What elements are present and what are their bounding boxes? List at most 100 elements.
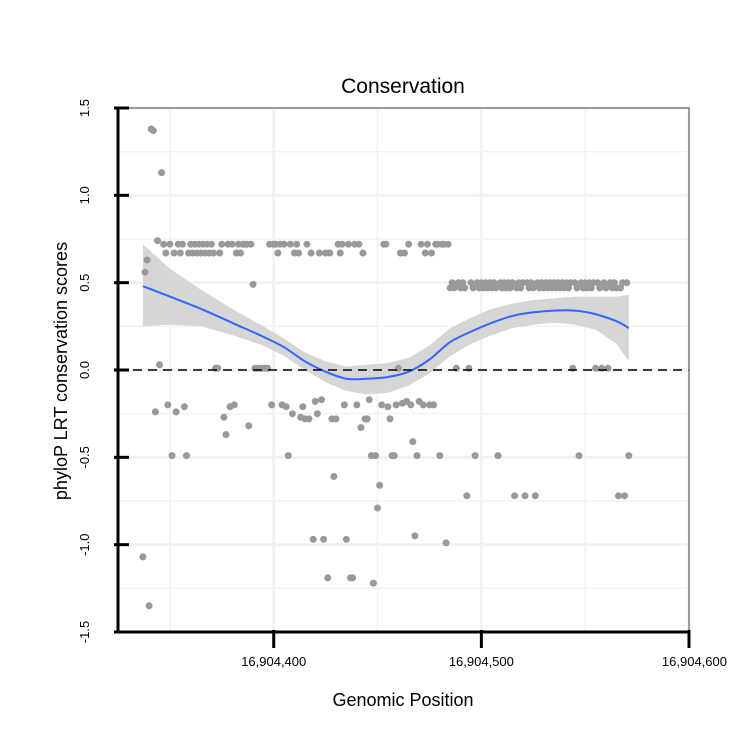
scatter-point-218 xyxy=(592,364,600,372)
scatter-point-156 xyxy=(463,492,471,500)
scatter-point-20 xyxy=(180,403,188,411)
scatter-point-117 xyxy=(382,240,390,248)
scatter-point-115 xyxy=(378,401,386,409)
scatter-point-108 xyxy=(363,415,371,423)
scatter-point-93 xyxy=(332,415,340,423)
scatter-point-40 xyxy=(222,431,230,439)
scatter-point-70 xyxy=(284,452,292,460)
scatter-point-44 xyxy=(230,401,238,409)
scatter-point-34 xyxy=(210,249,217,257)
scatter-point-75 xyxy=(295,249,303,257)
scatter-point-143 xyxy=(436,452,444,460)
y-tick-label-5: 1.0 xyxy=(77,186,92,204)
scatter-point-118 xyxy=(384,403,392,411)
scatter-point-179 xyxy=(511,492,519,500)
smooth-line-group xyxy=(142,285,630,381)
scatter-point-8 xyxy=(156,361,163,369)
scatter-point-47 xyxy=(237,249,244,257)
scatter-point-53 xyxy=(249,280,257,288)
scatter-point-128 xyxy=(405,240,413,248)
scatter-point-62 xyxy=(268,401,276,409)
scatter-point-130 xyxy=(409,438,417,446)
scatter-point-72 xyxy=(288,410,296,418)
scatter-point-139 xyxy=(428,249,435,257)
scatter-points xyxy=(139,125,633,610)
scatter-point-210 xyxy=(575,452,583,460)
x-tick-labels: 16,904,400 16,904,500 16,904,600 xyxy=(241,654,727,669)
scatter-point-184 xyxy=(521,492,529,500)
scatter-point-101 xyxy=(349,574,357,582)
scatter-point-171 xyxy=(494,452,502,460)
scatter-point-43 xyxy=(228,240,236,248)
scatter-point-140 xyxy=(430,401,438,409)
confidence-band xyxy=(142,244,629,395)
scatter-point-51 xyxy=(245,422,253,430)
scatter-point-21 xyxy=(183,452,190,460)
scatter-point-136 xyxy=(421,249,429,257)
scatter-point-79 xyxy=(303,240,311,248)
scatter-point-119 xyxy=(386,415,394,423)
scatter-point-234 xyxy=(625,452,633,460)
scatter-point-92 xyxy=(330,473,338,480)
scatter-point-18 xyxy=(176,249,184,257)
scatter-point-90 xyxy=(326,249,334,257)
y-tick-label-1: -1.0 xyxy=(77,533,92,555)
scatter-point-170 xyxy=(492,284,500,292)
scatter-point-147 xyxy=(444,240,452,248)
scatter-point-82 xyxy=(309,535,317,543)
scatter-point-132 xyxy=(413,452,421,460)
scatter-point-113 xyxy=(374,504,381,512)
scatter-point-15 xyxy=(170,249,178,257)
scatter-point-122 xyxy=(392,401,400,409)
scatter-point-86 xyxy=(318,396,325,404)
scatter-point-80 xyxy=(305,415,313,423)
scatter-point-178 xyxy=(509,279,516,287)
scatter-point-135 xyxy=(419,401,427,409)
scatter-point-71 xyxy=(286,240,294,248)
scatter-point-106 xyxy=(359,249,367,257)
scatter-point-14 xyxy=(168,452,176,460)
scatter-point-189 xyxy=(531,492,539,500)
scatter-point-223 xyxy=(602,284,610,292)
axes xyxy=(114,106,691,648)
scatter-point-83 xyxy=(311,397,319,405)
scatter-point-137 xyxy=(423,240,431,248)
scatter-point-233 xyxy=(623,279,631,287)
chart-title: Conservation xyxy=(341,75,465,98)
y-tick-labels: -1.5 -1.0 -0.5 0.0 0.5 1.0 1.5 xyxy=(77,99,92,643)
scatter-point-85 xyxy=(315,249,323,257)
scatter-point-114 xyxy=(376,481,384,489)
scatter-point-98 xyxy=(342,535,350,543)
y-axis-title: phyloP LRT conservation scores xyxy=(51,242,71,500)
scatter-point-150 xyxy=(450,284,458,292)
scatter-point-37 xyxy=(216,249,224,257)
scatter-point-105 xyxy=(357,424,365,432)
scatter-point-11 xyxy=(162,249,170,257)
confidence-band-group xyxy=(142,244,629,395)
scatter-point-19 xyxy=(178,240,186,248)
scatter-point-33 xyxy=(207,240,215,248)
y-tick-label-0: -1.5 xyxy=(77,621,92,643)
scatter-point-84 xyxy=(313,410,321,418)
x-tick-label-1: 16,904,500 xyxy=(449,654,514,669)
scatter-point-7 xyxy=(154,237,161,245)
y-tick-label-4: 0.5 xyxy=(77,274,92,292)
scatter-point-99 xyxy=(345,240,352,248)
scatter-point-146 xyxy=(442,539,450,547)
scatter-point-12 xyxy=(164,401,172,409)
scatter-point-1 xyxy=(141,268,149,276)
scatter-point-9 xyxy=(158,169,166,177)
scatter-point-38 xyxy=(218,240,226,248)
scatter-point-160 xyxy=(471,452,479,460)
scatter-point-97 xyxy=(340,401,348,409)
scatter-point-109 xyxy=(365,396,373,404)
y-tick-label-3: 0.0 xyxy=(77,361,92,379)
scatter-point-81 xyxy=(307,249,315,257)
scatter-point-0 xyxy=(139,553,147,561)
scatter-point-6 xyxy=(151,408,159,416)
scatter-point-65 xyxy=(274,249,282,257)
scatter-point-129 xyxy=(407,401,415,409)
scatter-point-229 xyxy=(614,492,622,500)
scatter-point-220 xyxy=(596,284,604,292)
